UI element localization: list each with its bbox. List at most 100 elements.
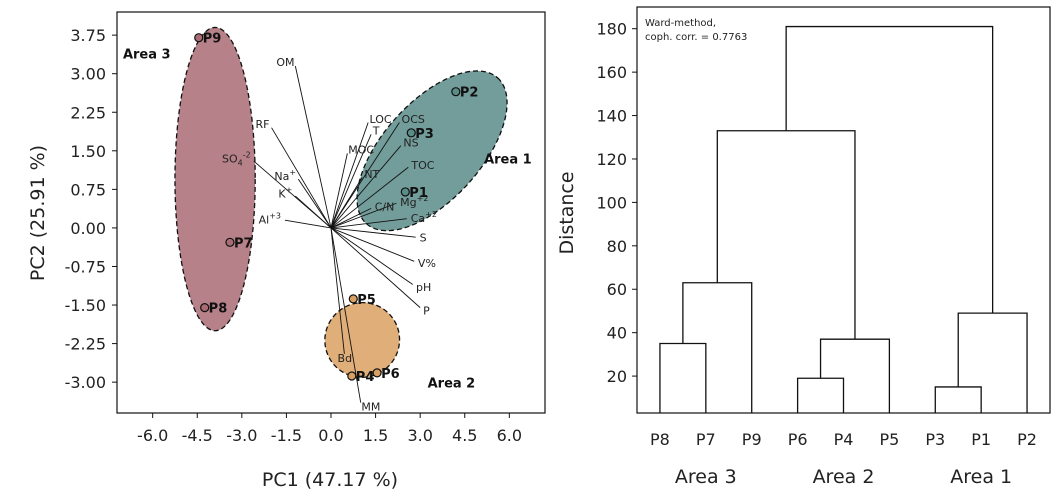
area-label: Area 1 (484, 153, 532, 168)
loading-name: Na (274, 170, 289, 183)
leaf-label: P6 (788, 430, 808, 449)
loading-label: C/N (375, 201, 395, 214)
loading-label: MM (361, 401, 380, 414)
dendrogram-link (796, 377, 845, 413)
loading-name: TOC (410, 159, 434, 172)
loading-label: NT (364, 168, 379, 181)
loading-vector (297, 178, 332, 229)
x-tick-label: -6.0 (137, 426, 168, 445)
loading-label: pH (416, 281, 431, 294)
loading-label: OM (276, 56, 294, 69)
y-axis-label: Distance (556, 171, 578, 254)
loading-name: T (372, 125, 380, 138)
leaf-label: P1 (971, 430, 991, 449)
data-point (400, 187, 410, 197)
y-tick-label: 140 (596, 107, 627, 126)
loading-label: Ca+2 (411, 210, 437, 225)
loading-vector (330, 153, 348, 229)
loading-name: Ca (411, 212, 425, 225)
leaf-label: P9 (742, 430, 762, 449)
plot-frame (636, 6, 1051, 414)
dendrogram: 20 40 60 80 100 120 140 160 180 P8 P7 P9 P6 P4 P5 P3 P1… (556, 6, 1051, 488)
loading-label: LOC (369, 113, 391, 126)
y-tick-label: 3.00 (70, 65, 106, 84)
leaf-label: P3 (925, 430, 945, 449)
loading-vector (330, 218, 407, 229)
loading-name: OCS (402, 113, 425, 126)
loading-vector (330, 227, 413, 285)
loading-superscript: -2 (243, 150, 251, 159)
loading-name: NT (364, 168, 379, 181)
loading-vector (330, 207, 372, 229)
x-tick-label: 1.5 (363, 426, 388, 445)
data-point (451, 87, 461, 97)
loading-name: S (420, 232, 427, 245)
loading-vector (330, 122, 369, 229)
y-tick-label: 160 (596, 63, 627, 82)
loading-vector (330, 227, 415, 262)
loading-vector (330, 145, 402, 229)
loading-name: V% (418, 257, 436, 270)
dendrogram-link (716, 130, 856, 340)
loading-vector (330, 166, 409, 229)
loading-vector (271, 127, 332, 229)
loading-superscript: + (289, 168, 296, 177)
x-tick-label: 0.0 (318, 426, 343, 445)
dendrogram-link (934, 386, 982, 413)
y-tick-label: 120 (596, 150, 627, 169)
area-label: Area 3 (123, 47, 171, 62)
loading-name: K (278, 187, 286, 200)
y-tick-label: 1.50 (70, 142, 106, 161)
loading-label: S (420, 232, 427, 245)
x-axis-label: PC1 (47.17 %) (262, 469, 398, 491)
dendrogram-link (819, 338, 891, 413)
x-tick-label: -1.5 (271, 426, 302, 445)
point-label: P5 (357, 293, 376, 308)
loading-name: Al (259, 214, 270, 227)
point-label: P2 (460, 86, 479, 101)
loading-vector (330, 227, 416, 238)
loading-vector (330, 202, 397, 229)
dendrogram-link (957, 312, 1028, 413)
method-annotation: Ward-method, (645, 18, 716, 29)
y-tick-label: -3.00 (65, 373, 106, 392)
loading-vector (330, 177, 363, 229)
leaf-label: P5 (879, 430, 899, 449)
loading-label: OCS (402, 113, 425, 126)
data-point (348, 294, 358, 304)
loading-label: Bd (338, 352, 353, 365)
data-point (194, 33, 204, 43)
y-tick-label: 80 (607, 237, 627, 256)
group-label: Area 1 (950, 466, 1012, 488)
loading-vector (330, 227, 345, 354)
loading-name: LOC (369, 113, 391, 126)
leaf-label: P2 (1017, 430, 1037, 449)
loading-label: SO4-2 (222, 150, 251, 167)
area-ellipse (174, 26, 256, 332)
loading-superscript: +2 (425, 210, 437, 219)
y-tick-label: 2.25 (70, 103, 106, 122)
coph-corr-annotation: coph. corr. = 0.7763 (645, 32, 747, 43)
loading-name: Bd (338, 352, 353, 365)
loading-vector (330, 227, 421, 308)
dendrogram-link (682, 282, 753, 413)
dendrogram-link (659, 342, 707, 413)
y-tick-label: 20 (607, 367, 627, 386)
group-label: Area 3 (675, 466, 737, 488)
loading-vector (294, 65, 332, 229)
loading-vector (295, 195, 332, 229)
loading-name: pH (416, 281, 431, 294)
leaf-label: P7 (696, 430, 716, 449)
loading-superscript: + (286, 185, 293, 194)
y-tick-label: 0.75 (70, 180, 106, 199)
point-label: P4 (356, 370, 375, 385)
x-tick-label: -4.5 (182, 426, 213, 445)
loading-label: Al+3 (259, 212, 281, 227)
x-tick-label: 3.0 (407, 426, 432, 445)
group-label: Area 2 (813, 466, 875, 488)
x-tick-label: -3.0 (226, 426, 257, 445)
point-label: P6 (381, 367, 400, 382)
loading-label: Mg+2 (400, 194, 428, 209)
